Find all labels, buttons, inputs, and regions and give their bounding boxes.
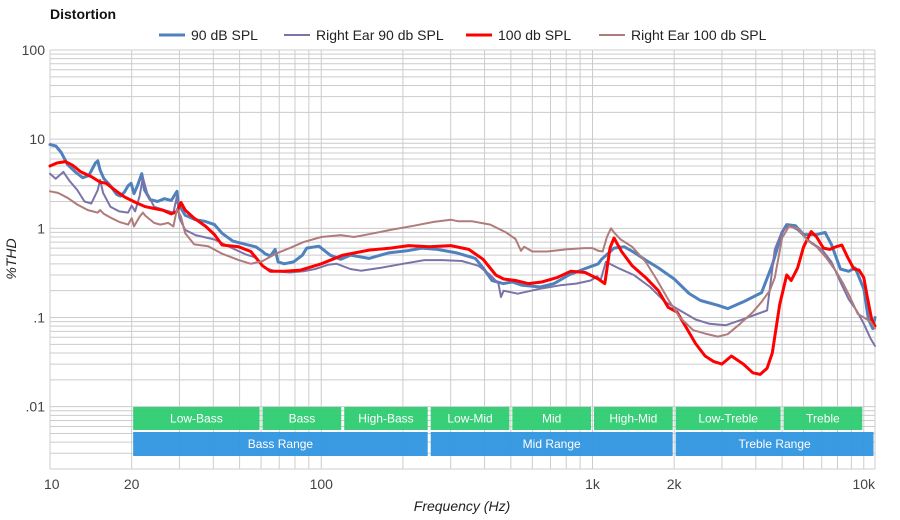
y-tick-label: 10 (29, 131, 45, 147)
band-label: Treble (806, 412, 840, 426)
band-low-bass (133, 407, 260, 430)
legend-label: 90 dB SPL (191, 27, 258, 43)
series-line-100-db-spl (48, 160, 877, 376)
band-treble (783, 407, 863, 430)
band-label: Low-Mid (447, 412, 492, 426)
legend-label: 100 db SPL (498, 27, 571, 43)
band-label: Low-Treble (698, 412, 758, 426)
band-label: High-Mid (609, 412, 657, 426)
chart-title: Distortion (50, 6, 116, 22)
y-tick-label: .1 (33, 310, 45, 326)
range-bands: Low-Bass Bass High-Bass Low-Mid Mid High-Mid L… (133, 407, 874, 456)
band-bass-range (133, 432, 428, 456)
x-tick-label: 2k (667, 476, 683, 492)
x-tick-label: 1k (585, 476, 601, 492)
band-mid-range (430, 432, 673, 456)
band-low-treble (675, 407, 781, 430)
band-label: Low-Bass (170, 412, 223, 426)
band-label: Bass Range (248, 437, 314, 451)
x-axis-label: Frequency (Hz) (414, 498, 510, 514)
grid (49, 49, 876, 470)
band-mid (512, 407, 592, 430)
y-axis-label: %THD (3, 238, 19, 279)
band-label: Bass (289, 412, 316, 426)
band-label: Mid Range (523, 437, 581, 451)
band-label: Treble Range (738, 437, 811, 451)
legend-label: Right Ear 100 db SPL (631, 27, 767, 43)
band-label: High-Bass (358, 412, 413, 426)
x-axis-ticks: 10 20 100 1k 2k 10k (44, 476, 876, 492)
band-treble-range (675, 432, 874, 456)
x-tick-label: 10k (852, 476, 876, 492)
series-line-right-ear-100-db-spl (49, 190, 876, 338)
band-high-bass (344, 407, 428, 430)
x-tick-label: 20 (124, 476, 140, 492)
y-tick-label: 100 (22, 42, 46, 58)
band-low-mid (430, 407, 510, 430)
legend: 90 dB SPL Right Ear 90 db SPL 100 db SPL Ri… (159, 27, 767, 43)
y-axis-ticks: 100 10 1 .1 .01 (22, 42, 46, 415)
y-tick-label: .01 (26, 399, 46, 415)
series-lines (48, 143, 877, 376)
band-label: Mid (542, 412, 561, 426)
band-high-mid (594, 407, 673, 430)
series-line-90-db-spl (48, 143, 877, 331)
series-line-right-ear-90-db-spl (49, 170, 876, 347)
x-tick-label: 10 (44, 476, 60, 492)
band-bass (262, 407, 342, 430)
x-tick-label: 100 (310, 476, 334, 492)
legend-label: Right Ear 90 db SPL (316, 27, 444, 43)
y-tick-label: 1 (37, 220, 45, 236)
